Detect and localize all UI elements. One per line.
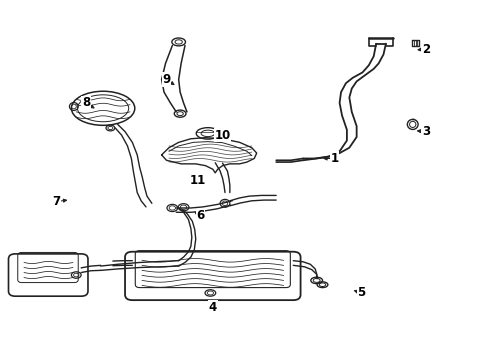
Text: 6: 6 (196, 210, 204, 222)
Text: 10: 10 (214, 129, 230, 142)
Text: 7: 7 (53, 195, 61, 208)
Text: 1: 1 (330, 152, 338, 165)
Text: 5: 5 (357, 287, 365, 300)
Text: 4: 4 (208, 301, 217, 314)
Text: 3: 3 (421, 125, 429, 138)
Text: 9: 9 (162, 73, 170, 86)
Text: 2: 2 (421, 42, 429, 55)
Text: 11: 11 (190, 174, 206, 186)
Text: 8: 8 (81, 96, 90, 109)
